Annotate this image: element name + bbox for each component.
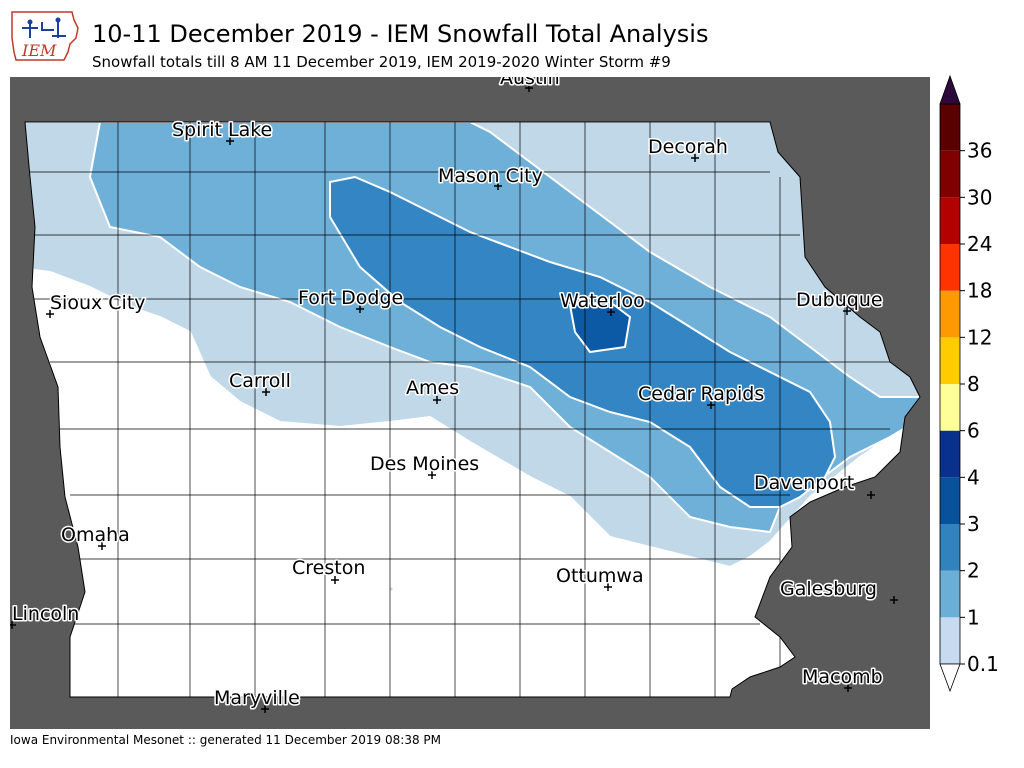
city-carroll: Carroll (228, 369, 292, 396)
colorbar-level-label: 24 (967, 232, 992, 256)
city-marker-icon (226, 137, 234, 145)
logo-text: IEM (21, 41, 57, 60)
city-marker-icon (525, 84, 533, 92)
colorbar-swatch (940, 384, 960, 431)
city-macomb: Macomb (801, 665, 884, 692)
colorbar-swatch (940, 104, 960, 151)
city-label: Maryville (214, 687, 300, 709)
city-creston: Creston (291, 556, 367, 584)
city-cedar-rapids: Cedar Rapids (637, 382, 766, 409)
city-lincoln: Lincoln (10, 602, 81, 629)
city-omaha: Omaha (60, 523, 131, 550)
city-ottumwa: Ottumwa (555, 564, 645, 591)
city-marker-icon (604, 583, 612, 591)
city-label: Dubuque (796, 289, 883, 311)
city-decorah: Decorah (647, 135, 729, 162)
colorbar-swatch (940, 244, 960, 291)
colorbar-swatch (940, 617, 960, 664)
city-ames: Ames (405, 376, 461, 404)
city-des-moines: Des Moines (369, 452, 481, 479)
city-marker-icon (607, 308, 615, 316)
city-marker-icon (356, 305, 364, 313)
colorbar-swatch (940, 197, 960, 244)
colorbar-level-label: 12 (967, 325, 992, 349)
city-label: Galesburg (780, 578, 877, 600)
city-marker-icon (494, 182, 502, 190)
colorbar-level-label: 30 (967, 185, 992, 209)
city-marker-icon (428, 471, 436, 479)
iem-logo: IEM (11, 11, 79, 61)
city-waterloo: Waterloo (559, 289, 646, 316)
colorbar-swatches (939, 103, 961, 665)
city-label: Lincoln (12, 603, 79, 625)
city-davenport: Davenport (753, 471, 875, 499)
city-marker-icon (433, 396, 441, 404)
city-marker-icon (843, 307, 851, 315)
city-marker-icon (262, 388, 270, 396)
city-label: Cedar Rapids (638, 383, 764, 405)
city-dubuque: Dubuque (795, 288, 884, 315)
city-marker-icon (10, 621, 16, 629)
colorbar-level-label: 8 (967, 372, 980, 396)
map-subtitle: Snowfall totals till 8 AM 11 December 20… (92, 53, 671, 71)
city-marker-icon (867, 491, 875, 499)
colorbar-level-label: 6 (967, 419, 980, 443)
city-label: Waterloo (560, 290, 645, 312)
iowa-border (24, 121, 921, 698)
colorbar-under-arrow (939, 663, 961, 693)
city-fort-dodge: Fort Dodge (297, 286, 405, 313)
city-label: Fort Dodge (298, 287, 403, 309)
snowfall-map: Austin Spirit Lake Decorah Mason City Si… (10, 77, 930, 729)
city-label: Mason City (438, 165, 543, 187)
city-marker-icon (691, 154, 699, 162)
city-label: Spirit Lake (172, 119, 272, 141)
city-label: Ottumwa (556, 565, 644, 587)
city-marker-icon (890, 596, 898, 604)
colorbar-swatch (940, 430, 960, 478)
colorbar-swatch (940, 150, 960, 198)
map-title: 10-11 December 2019 - IEM Snowfall Total… (92, 20, 709, 48)
colorbar-level-label: 4 (967, 465, 980, 489)
city-austin: Austin (499, 77, 561, 92)
city-marker-icon (98, 542, 106, 550)
city-maryville: Maryville (213, 686, 301, 713)
colorbar-swatch (940, 524, 960, 571)
city-label: Sioux City (50, 292, 146, 314)
city-label: Carroll (229, 370, 291, 392)
city-mason-city: Mason City (437, 164, 544, 190)
footer-credit: Iowa Environmental Mesonet :: generated … (10, 733, 441, 747)
colorbar-swatch (940, 290, 960, 338)
colorbar-swatch (940, 570, 960, 618)
city-label: Ames (406, 377, 459, 399)
city-label: Omaha (61, 524, 130, 546)
city-marker-icon (46, 310, 54, 318)
city-label: Davenport (754, 472, 854, 494)
city-marker-icon (844, 684, 852, 692)
city-marker-icon (331, 576, 339, 584)
colorbar-level-label: 36 (967, 139, 992, 163)
county-lines (25, 122, 910, 697)
colorbar-swatch (940, 477, 960, 524)
city-sioux-city: Sioux City (46, 291, 147, 318)
city-label: Creston (292, 557, 365, 579)
city-label: Macomb (802, 666, 883, 688)
colorbar-level-label: 1 (967, 605, 980, 629)
city-galesburg: Galesburg (779, 577, 898, 604)
city-label: Austin (500, 77, 560, 89)
city-marker-icon (707, 401, 715, 409)
colorbar-level-label: 18 (967, 279, 992, 303)
colorbar-swatch (940, 337, 960, 384)
city-label: Des Moines (370, 453, 479, 475)
colorbar-level-label: 3 (967, 512, 980, 536)
city-label: Decorah (648, 136, 728, 158)
city-marker-icon (261, 705, 269, 713)
city-spirit-lake: Spirit Lake (171, 118, 274, 145)
colorbar-level-label: 2 (967, 559, 980, 583)
colorbar-over-arrow (939, 74, 961, 105)
colorbar-level-label: 0.1 (967, 652, 999, 676)
